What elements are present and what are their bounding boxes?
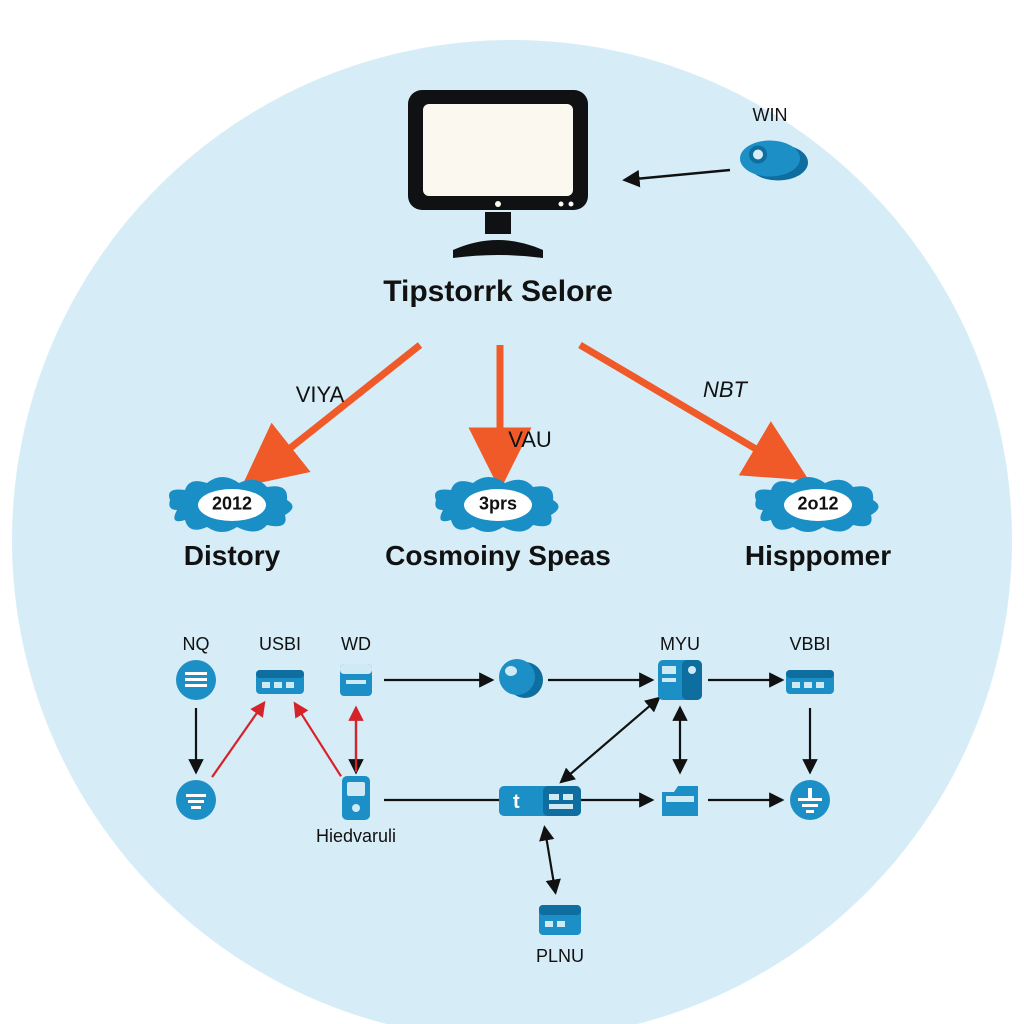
svg-text:t: t (513, 791, 520, 813)
edge-label-nbt: NBT (703, 377, 747, 403)
edge-label-viya: VIYA (296, 382, 345, 408)
cloud-hisppomer: 2o12 (753, 475, 883, 535)
diagram-stage: Tipstorrk Selore WIN VIYA VAU NBT 2012 D… (0, 0, 1024, 1024)
monitor-icon (393, 80, 603, 270)
flow-node-hied (334, 772, 378, 828)
cloud-cosmoiny-label: Cosmoiny Speas (385, 540, 611, 572)
flow-node-fold (656, 778, 704, 822)
edge-label-vau: VAU (508, 427, 552, 453)
flow-node-c2 (174, 778, 218, 822)
flow-node-hied-label: Hiedvaruli (316, 826, 396, 847)
cloud-distory: 2012 (167, 475, 297, 535)
flow-node-usbi (252, 660, 308, 700)
flow-node-plnu-label: PLNU (536, 946, 584, 967)
flow-node-myu-label: MYU (660, 634, 700, 655)
flow-node-vbbi-label: VBBI (789, 634, 830, 655)
monitor-label: Tipstorrk Selore (383, 275, 613, 309)
cloud-hisppomer-label: Hisppomer (745, 540, 891, 572)
flow-node-wd-label: WD (341, 634, 371, 655)
flow-node-usbi-label: USBI (259, 634, 301, 655)
flow-node-vbbi (782, 660, 838, 700)
win-label: WIN (753, 105, 788, 126)
win-device-icon (730, 133, 810, 188)
flow-node-nq-label: NQ (183, 634, 210, 655)
flow-node-ball (495, 655, 545, 705)
flow-node-plnu (533, 899, 587, 941)
cloud-distory-label: Distory (184, 540, 280, 572)
flow-node-nq (174, 658, 218, 702)
cloud-cosmoiny: 3prs (433, 475, 563, 535)
flow-node-gnd (788, 778, 832, 822)
flow-node-myu (654, 656, 706, 704)
flow-node-wd (334, 658, 378, 702)
flow-node-tbox: t (495, 778, 585, 822)
